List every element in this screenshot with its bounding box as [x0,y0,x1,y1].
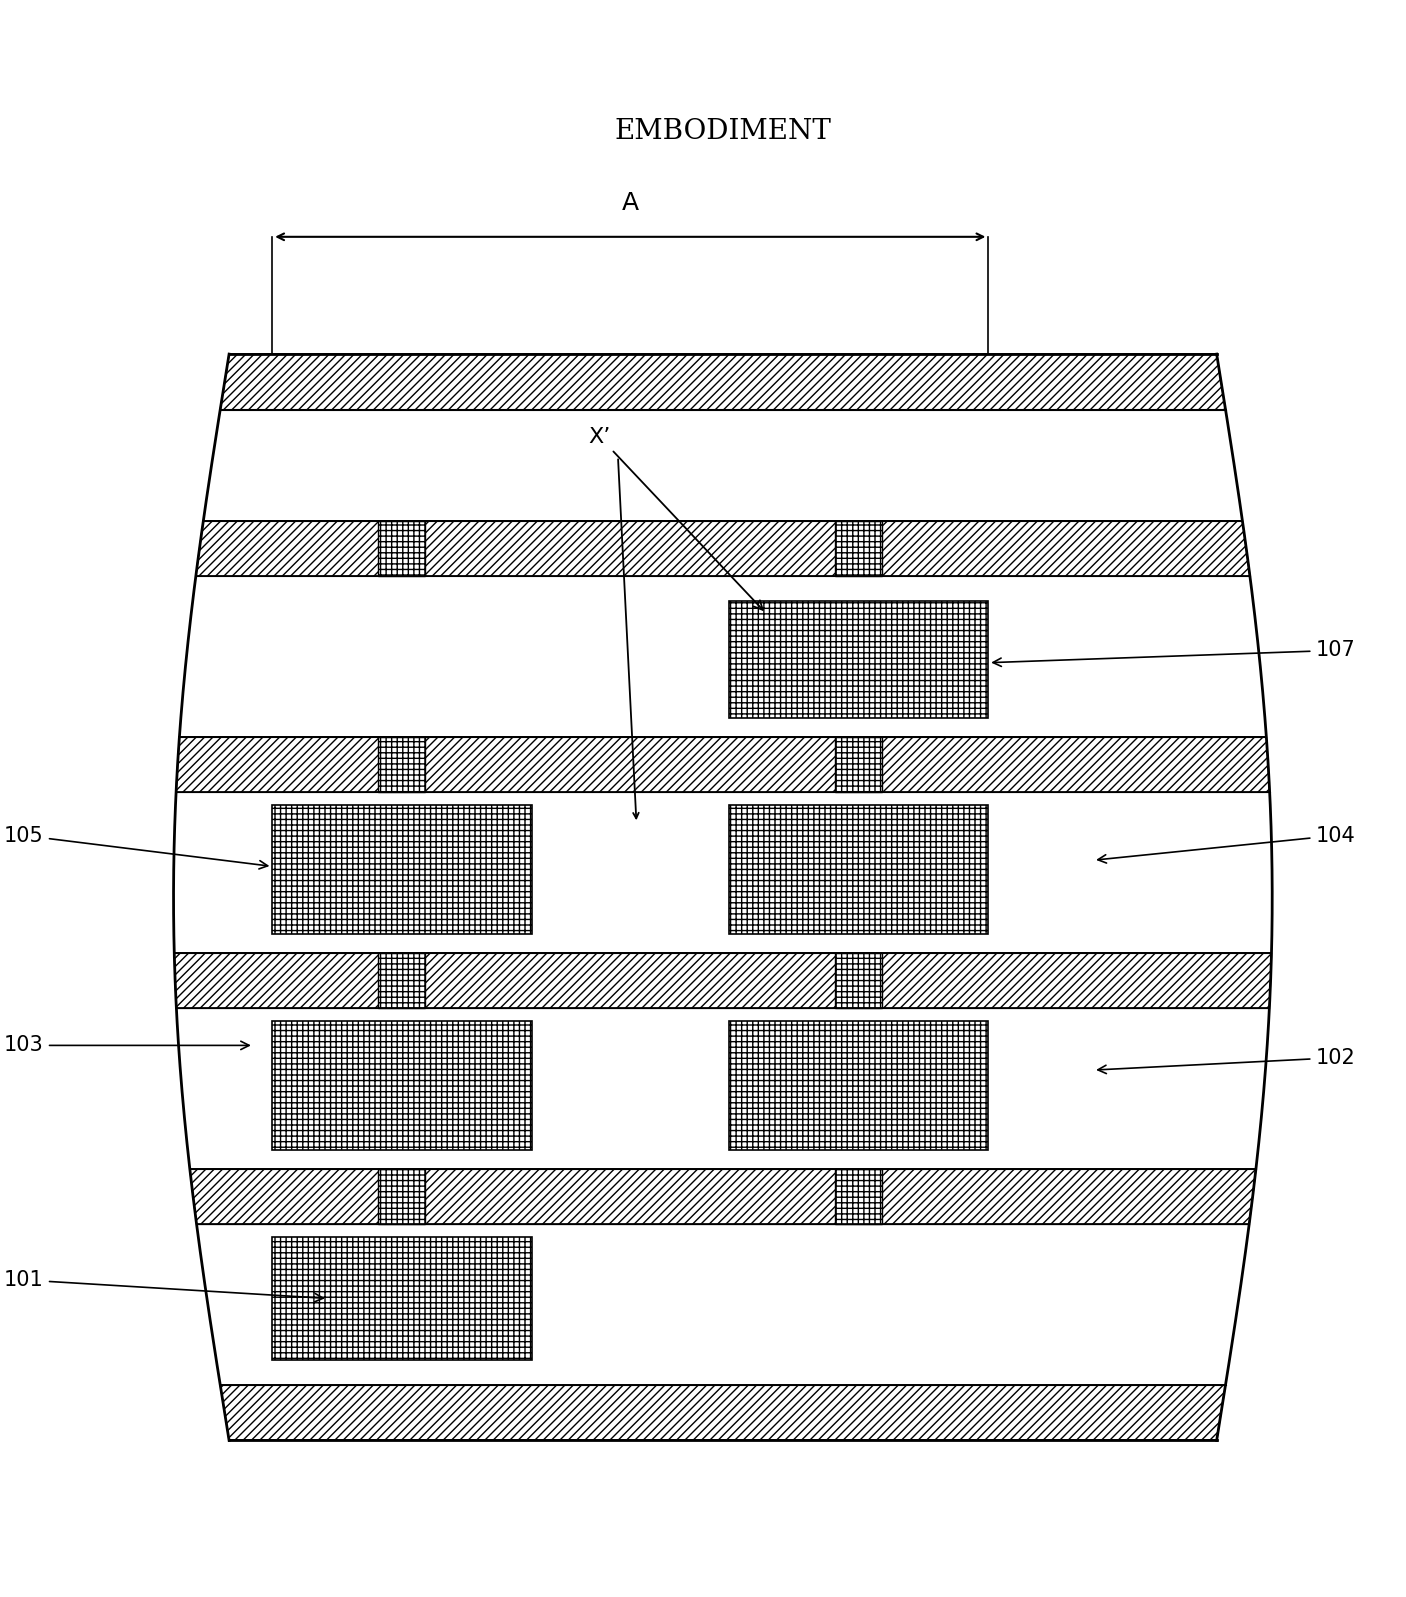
Text: 103: 103 [4,1035,249,1056]
Polygon shape [173,792,1272,953]
Bar [273,1020,531,1150]
Polygon shape [204,410,1243,521]
Bar [378,736,426,792]
Text: 107: 107 [993,640,1355,666]
Text: EMBODIMENT: EMBODIMENT [614,118,831,145]
Bar [378,953,426,1008]
Bar [273,805,531,934]
Bar [378,953,426,1008]
Polygon shape [221,1385,1226,1440]
Bar [273,1236,531,1361]
Polygon shape [173,792,1272,953]
Polygon shape [197,1225,1249,1385]
Polygon shape [174,953,1271,1008]
Text: 102: 102 [1098,1048,1355,1073]
Text: A: A [621,190,638,214]
Text: 101: 101 [4,1270,323,1302]
Polygon shape [221,355,1226,410]
Polygon shape [197,1225,1249,1385]
Bar [273,1236,531,1361]
Bar [835,953,882,1008]
Polygon shape [195,521,1250,577]
Bar [730,805,988,934]
Bar [835,1169,882,1225]
Bar [835,521,882,577]
Bar [730,600,988,719]
Bar [273,805,531,934]
Polygon shape [204,410,1243,521]
Bar [835,521,882,577]
Bar [730,1020,988,1150]
Bar [378,1169,426,1225]
Polygon shape [180,577,1267,736]
Bar [835,736,882,792]
Bar [730,1020,988,1150]
Bar [378,521,426,577]
Polygon shape [190,1169,1256,1225]
Polygon shape [173,355,1272,1440]
Bar [835,736,882,792]
Bar [835,953,882,1008]
Bar [730,600,988,719]
Polygon shape [176,1008,1270,1169]
Polygon shape [176,1008,1270,1169]
Bar [835,1169,882,1225]
Bar [730,805,988,934]
Text: X’: X’ [588,426,763,610]
Bar [273,1020,531,1150]
Polygon shape [176,736,1270,792]
Bar [378,521,426,577]
Polygon shape [180,577,1267,736]
Bar [378,1169,426,1225]
Bar [378,736,426,792]
Text: 104: 104 [1098,826,1355,862]
Text: 105: 105 [4,826,267,869]
